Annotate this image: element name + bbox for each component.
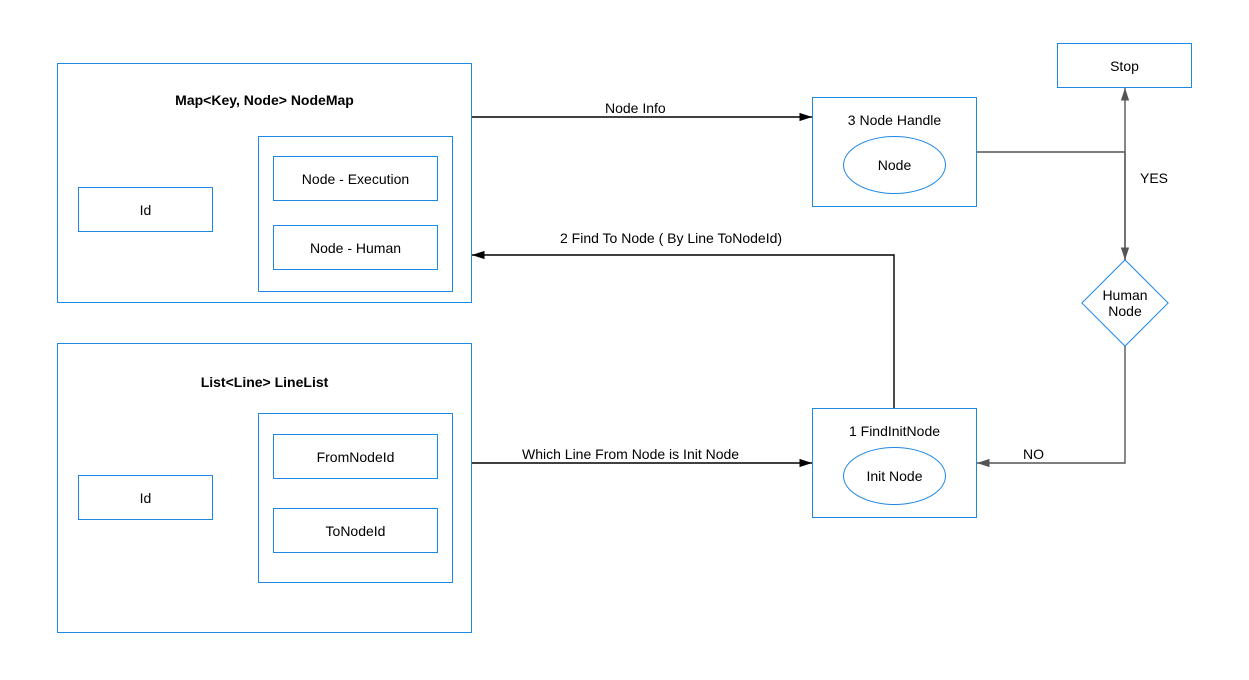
stop-box: Stop xyxy=(1057,43,1192,88)
nodehandle-ellipse: Node xyxy=(843,136,946,194)
nodeinfo-arrow-label: Node Info xyxy=(605,100,666,116)
human-no xyxy=(977,346,1125,463)
node-human-box: Node - Human xyxy=(273,225,438,270)
findtonode-arrow-label: 2 Find To Node ( By Line ToNodeId) xyxy=(560,230,782,246)
stop-label: Stop xyxy=(1110,58,1139,74)
human-yes-label: YES xyxy=(1140,170,1168,186)
fromnodeid-label: FromNodeId xyxy=(317,449,395,465)
node-execution-box: Node - Execution xyxy=(273,156,438,201)
linelist-id-box: Id xyxy=(78,475,213,520)
linelist-id-label: Id xyxy=(140,490,152,506)
diagram-canvas: Map<Key, Node> NodeMap Id Node - Executi… xyxy=(0,0,1249,680)
findinit-ellipse-label: Init Node xyxy=(866,468,922,484)
whichline-arrow-label: Which Line From Node is Init Node xyxy=(522,446,739,462)
findtonode-arrow xyxy=(472,255,894,408)
nodemap-id-box: Id xyxy=(78,187,213,232)
nodehandle-title: 3 Node Handle xyxy=(812,112,977,128)
tonodeid-label: ToNodeId xyxy=(326,523,386,539)
humannode-diamond: HumanNode xyxy=(1094,272,1156,334)
node-execution-label: Node - Execution xyxy=(302,171,409,187)
tonodeid-box: ToNodeId xyxy=(273,508,438,553)
findinit-ellipse: Init Node xyxy=(843,447,946,505)
nodehandle-ellipse-label: Node xyxy=(878,157,911,173)
nodemap-title: Map<Key, Node> NodeMap xyxy=(57,92,472,108)
handle-to-human xyxy=(977,152,1125,260)
nodemap-id-label: Id xyxy=(140,202,152,218)
human-no-label: NO xyxy=(1023,446,1044,462)
fromnodeid-box: FromNodeId xyxy=(273,434,438,479)
linelist-title: List<Line> LineList xyxy=(57,374,472,390)
node-human-label: Node - Human xyxy=(310,240,401,256)
findinit-title: 1 FindInitNode xyxy=(812,423,977,439)
humannode-label: HumanNode xyxy=(1082,287,1169,319)
